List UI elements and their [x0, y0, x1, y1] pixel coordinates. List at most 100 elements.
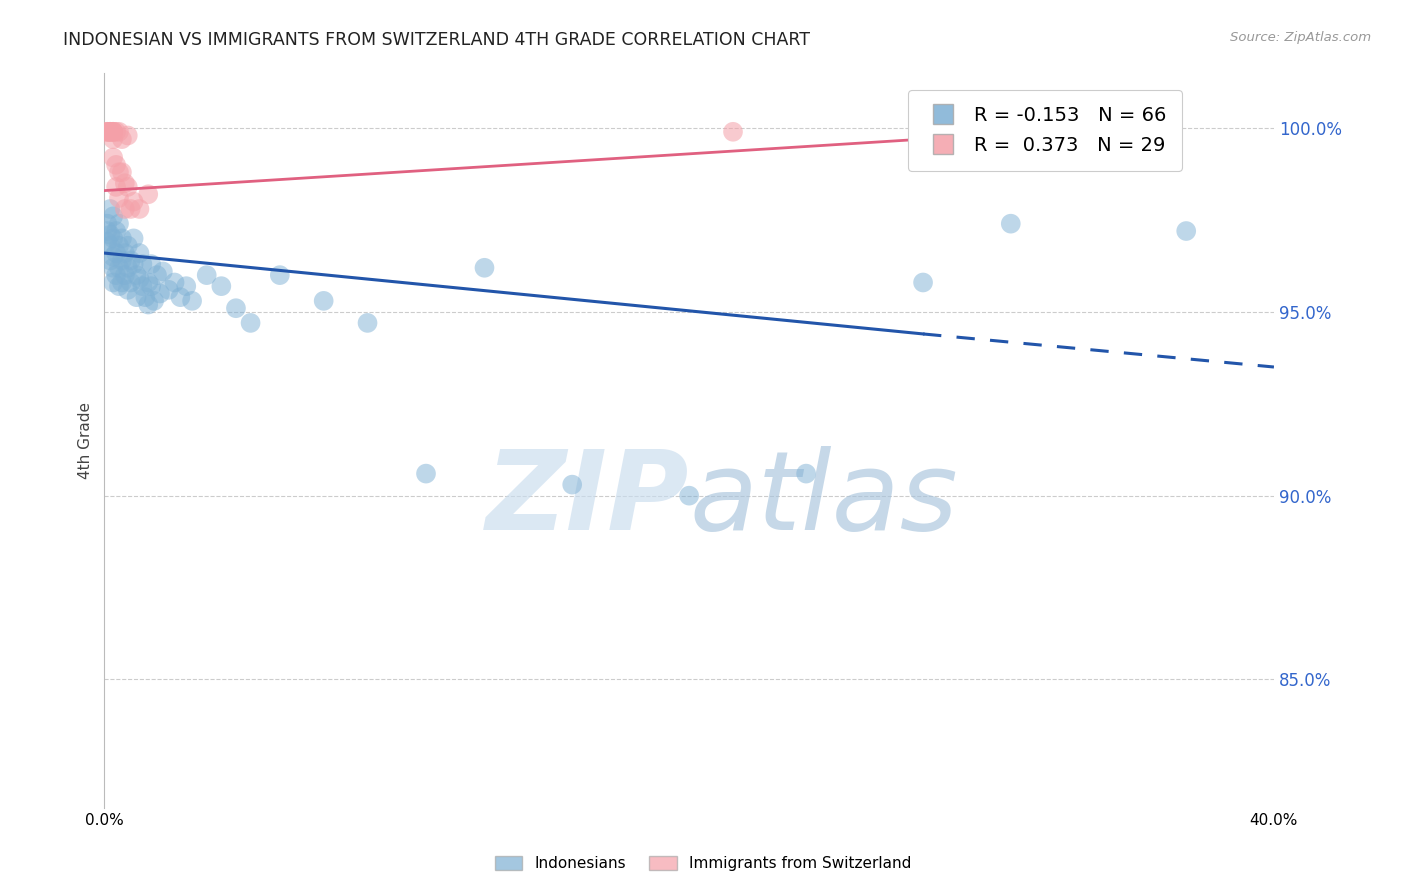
Point	[111, 253, 134, 268]
Point	[105, 158, 128, 172]
Point	[131, 279, 153, 293]
Point	[105, 125, 128, 139]
Point	[721, 125, 744, 139]
Point	[128, 202, 150, 216]
Point	[561, 477, 583, 491]
Point	[101, 231, 124, 245]
Point	[120, 202, 142, 216]
Point	[98, 238, 121, 252]
Point	[128, 272, 150, 286]
Point	[157, 283, 180, 297]
Point	[912, 276, 935, 290]
Point	[96, 125, 118, 139]
Point	[117, 238, 139, 252]
Point	[96, 235, 118, 249]
Point	[117, 283, 139, 297]
Point	[239, 316, 262, 330]
Point	[101, 132, 124, 146]
Point	[195, 268, 218, 282]
Point	[120, 276, 142, 290]
Point	[105, 180, 128, 194]
Point	[98, 253, 121, 268]
Point	[114, 268, 136, 282]
Point	[174, 279, 197, 293]
Point	[111, 231, 134, 245]
Point	[122, 257, 145, 271]
Point	[131, 257, 153, 271]
Point	[474, 260, 496, 275]
Point	[111, 165, 134, 179]
Point	[149, 286, 172, 301]
Legend: Indonesians, Immigrants from Switzerland: Indonesians, Immigrants from Switzerland	[489, 849, 917, 877]
Point	[101, 125, 124, 139]
Point	[117, 180, 139, 194]
Point	[136, 297, 159, 311]
Point	[101, 125, 124, 139]
Point	[111, 132, 134, 146]
Point	[134, 290, 156, 304]
Point	[96, 125, 118, 139]
Point	[108, 279, 131, 293]
Point	[101, 210, 124, 224]
Point	[117, 128, 139, 143]
Point	[108, 238, 131, 252]
Point	[98, 125, 121, 139]
Point	[152, 264, 174, 278]
Point	[143, 293, 166, 308]
Point	[108, 125, 131, 139]
Point	[136, 187, 159, 202]
Point	[101, 250, 124, 264]
Point	[111, 276, 134, 290]
Point	[1014, 125, 1036, 139]
Point	[98, 202, 121, 216]
Point	[98, 125, 121, 139]
Point	[136, 276, 159, 290]
Point	[98, 125, 121, 139]
Point	[209, 279, 232, 293]
Y-axis label: 4th Grade: 4th Grade	[79, 402, 93, 479]
Point	[108, 165, 131, 179]
Point	[163, 276, 186, 290]
Point	[122, 231, 145, 245]
Point	[105, 224, 128, 238]
Point	[105, 268, 128, 282]
Text: atlas: atlas	[689, 446, 957, 553]
Point	[415, 467, 437, 481]
Point	[794, 467, 817, 481]
Point	[312, 293, 335, 308]
Point	[114, 176, 136, 190]
Point	[141, 257, 163, 271]
Point	[169, 290, 191, 304]
Point	[108, 260, 131, 275]
Point	[101, 125, 124, 139]
Point	[96, 217, 118, 231]
Point	[101, 276, 124, 290]
Point	[96, 125, 118, 139]
Point	[98, 227, 121, 242]
Point	[678, 489, 700, 503]
Point	[128, 246, 150, 260]
Point	[146, 268, 169, 282]
Point	[1000, 217, 1022, 231]
Text: ZIP: ZIP	[485, 446, 689, 553]
Point	[108, 191, 131, 205]
Point	[181, 293, 204, 308]
Point	[356, 316, 378, 330]
Point	[225, 301, 247, 316]
Point	[114, 246, 136, 260]
Point	[114, 202, 136, 216]
Point	[122, 194, 145, 209]
Point	[141, 279, 163, 293]
Point	[108, 217, 131, 231]
Point	[101, 260, 124, 275]
Point	[125, 268, 148, 282]
Point	[105, 246, 128, 260]
Point	[1175, 224, 1198, 238]
Point	[120, 253, 142, 268]
Point	[96, 224, 118, 238]
Point	[101, 151, 124, 165]
Point	[117, 260, 139, 275]
Point	[269, 268, 291, 282]
Point	[125, 290, 148, 304]
Legend: R = -0.153   N = 66, R =  0.373   N = 29: R = -0.153 N = 66, R = 0.373 N = 29	[908, 90, 1182, 171]
